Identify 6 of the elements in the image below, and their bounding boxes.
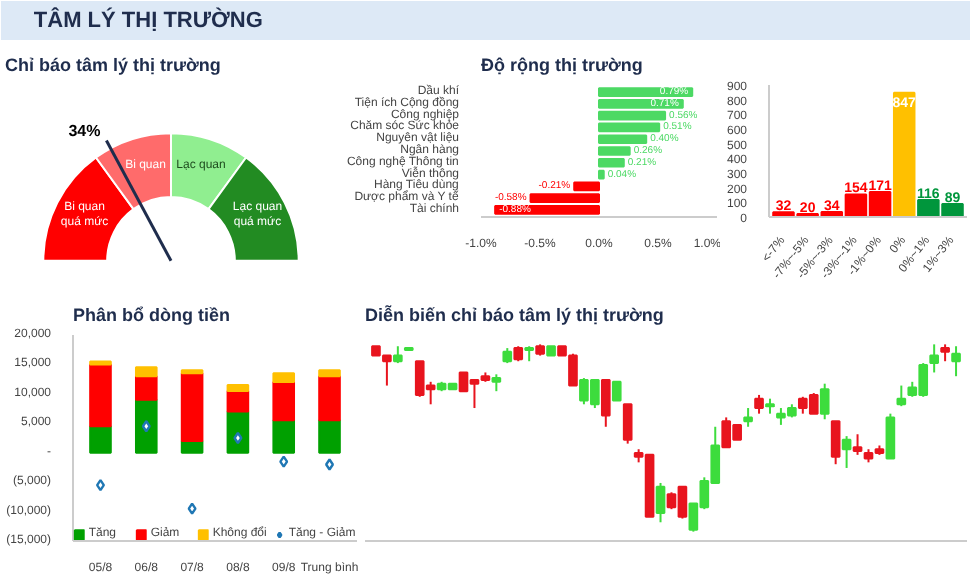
chart-title: Chỉ báo tâm lý thị trường bbox=[5, 55, 221, 75]
chart-title: Phân bổ dòng tiền bbox=[73, 305, 230, 325]
chart-title: Độ rộng thị trường bbox=[481, 55, 643, 75]
chart-title: Diễn biến chỉ báo tâm lý thị trường bbox=[365, 305, 664, 325]
text: TÂM LÝ THỊ TRƯỜNG bbox=[33, 7, 263, 33]
text: 34% bbox=[68, 122, 101, 141]
